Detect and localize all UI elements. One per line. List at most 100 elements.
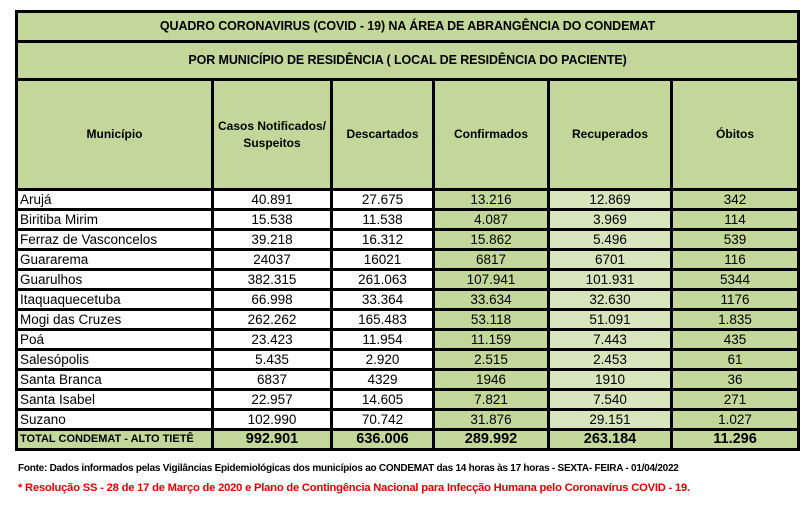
cell-notificados: 5.435 (211, 348, 333, 371)
table-row: Mogi das Cruzes 262.262 165.483 53.118 51.09… (15, 308, 801, 331)
table-subtitle: POR MUNICÍPIO DE RESIDÊNCIA ( LOCAL DE R… (14, 40, 801, 81)
cell-descartados: 165.483 (330, 308, 435, 331)
cell-municipio: Ferraz de Vasconcelos (15, 228, 214, 251)
cell-recuperados: 6701 (547, 248, 673, 271)
total-confirmados: 289.992 (432, 428, 550, 451)
table-row: Ferraz de Vasconcelos 39.218 16.312 15.862 5… (15, 228, 801, 251)
cell-recuperados: 7.443 (547, 328, 673, 351)
total-row: TOTAL CONDEMAT - ALTO TIETÊ 992.901 636.… (15, 428, 801, 451)
cell-obitos: 539 (669, 228, 801, 251)
cell-confirmados: 4.087 (432, 208, 550, 231)
table-row: Santa Isabel 22.957 14.605 7.821 7.540 271 (15, 388, 801, 411)
cell-obitos: 114 (669, 208, 801, 231)
cell-recuperados: 51.091 (547, 308, 673, 331)
cell-confirmados: 15.862 (432, 228, 550, 251)
cell-notificados: 39.218 (211, 228, 333, 251)
cell-descartados: 14.605 (330, 388, 435, 411)
cell-municipio: Guarulhos (15, 268, 214, 291)
table-row: Itaquaquecetuba 66.998 33.364 33.634 32.630 1… (15, 288, 801, 311)
cell-obitos: 116 (669, 248, 801, 271)
col-header-obitos: Óbitos (669, 78, 801, 191)
cell-notificados: 23.423 (211, 328, 333, 351)
cell-municipio: Poá (15, 328, 214, 351)
cell-obitos: 271 (669, 388, 801, 411)
legal-note: * Resolução SS - 28 de 17 de Março de 20… (18, 482, 690, 494)
table-row: Guarulhos 382.315 261.063 107.941 101.931 534… (15, 268, 801, 291)
cell-notificados: 22.957 (211, 388, 333, 411)
cell-municipio: Biritiba Mirim (15, 208, 214, 231)
cell-obitos: 1176 (669, 288, 801, 311)
cell-notificados: 382.315 (211, 268, 333, 291)
cell-municipio: Santa Branca (15, 368, 214, 391)
column-header-row: Município Casos Notificados/ Suspeitos D… (15, 78, 801, 191)
cell-confirmados: 33.634 (432, 288, 550, 311)
cell-recuperados: 3.969 (547, 208, 673, 231)
col-header-recuperados: Recuperados (547, 78, 673, 191)
table-row: Guararema 24037 16021 6817 6701 116 (15, 248, 801, 271)
cell-descartados: 16021 (330, 248, 435, 271)
cell-descartados: 33.364 (330, 288, 435, 311)
table-row: Salesópolis 5.435 2.920 2.515 2.453 61 (15, 348, 801, 371)
cell-notificados: 262.262 (211, 308, 333, 331)
cell-municipio: Mogi das Cruzes (15, 308, 214, 331)
cell-confirmados: 31.876 (432, 408, 550, 431)
cell-notificados: 40.891 (211, 188, 333, 211)
cell-obitos: 342 (669, 188, 801, 211)
cell-obitos: 435 (669, 328, 801, 351)
cell-obitos: 36 (669, 368, 801, 391)
cell-confirmados: 107.941 (432, 268, 550, 291)
cell-confirmados: 6817 (432, 248, 550, 271)
table-body: Arujá 40.891 27.675 13.216 12.869 342 Biritiba… (15, 188, 801, 431)
total-recuperados: 263.184 (547, 428, 673, 451)
cell-descartados: 4329 (330, 368, 435, 391)
cell-confirmados: 1946 (432, 368, 550, 391)
cell-obitos: 1.835 (669, 308, 801, 331)
cell-recuperados: 32.630 (547, 288, 673, 311)
table-row: Poá 23.423 11.954 11.159 7.443 435 (15, 328, 801, 351)
table-row: Arujá 40.891 27.675 13.216 12.869 342 (15, 188, 801, 211)
cell-recuperados: 5.496 (547, 228, 673, 251)
cell-notificados: 6837 (211, 368, 333, 391)
table-title: QUADRO CORONAVIRUS (COVID - 19) NA ÁREA … (14, 10, 801, 43)
cell-municipio: Salesópolis (15, 348, 214, 371)
col-header-confirmados: Confirmados (432, 78, 550, 191)
cell-confirmados: 53.118 (432, 308, 550, 331)
table-row: Biritiba Mirim 15.538 11.538 4.087 3.969 114 (15, 208, 801, 231)
cell-recuperados: 7.540 (547, 388, 673, 411)
cell-confirmados: 2.515 (432, 348, 550, 371)
source-note: Fonte: Dados informados pelas Vigilância… (18, 463, 679, 474)
cell-recuperados: 29.151 (547, 408, 673, 431)
cell-notificados: 102.990 (211, 408, 333, 431)
cell-municipio: Guararema (15, 248, 214, 271)
covid-table-container: QUADRO CORONAVIRUS (COVID - 19) NA ÁREA … (14, 10, 801, 451)
cell-confirmados: 7.821 (432, 388, 550, 411)
table-row: Suzano 102.990 70.742 31.876 29.151 1.027 (15, 408, 801, 431)
cell-descartados: 11.954 (330, 328, 435, 351)
cell-recuperados: 101.931 (547, 268, 673, 291)
cell-descartados: 16.312 (330, 228, 435, 251)
col-header-notificados: Casos Notificados/ Suspeitos (211, 78, 333, 191)
cell-obitos: 5344 (669, 268, 801, 291)
cell-municipio: Santa Isabel (15, 388, 214, 411)
cell-municipio: Itaquaquecetuba (15, 288, 214, 311)
total-notificados: 992.901 (211, 428, 333, 451)
cell-descartados: 2.920 (330, 348, 435, 371)
cell-descartados: 70.742 (330, 408, 435, 431)
cell-municipio: Arujá (15, 188, 214, 211)
total-descartados: 636.006 (330, 428, 435, 451)
cell-municipio: Suzano (15, 408, 214, 431)
covid-table: QUADRO CORONAVIRUS (COVID - 19) NA ÁREA … (14, 10, 801, 451)
cell-descartados: 27.675 (330, 188, 435, 211)
total-label: TOTAL CONDEMAT - ALTO TIETÊ (15, 428, 214, 451)
cell-obitos: 1.027 (669, 408, 801, 431)
cell-confirmados: 13.216 (432, 188, 550, 211)
col-header-descartados: Descartados (330, 78, 435, 191)
col-header-municipio: Município (15, 78, 214, 191)
cell-recuperados: 2.453 (547, 348, 673, 371)
cell-notificados: 15.538 (211, 208, 333, 231)
cell-notificados: 24037 (211, 248, 333, 271)
cell-recuperados: 12.869 (547, 188, 673, 211)
cell-descartados: 261.063 (330, 268, 435, 291)
table-row: Santa Branca 6837 4329 1946 1910 36 (15, 368, 801, 391)
cell-confirmados: 11.159 (432, 328, 550, 351)
